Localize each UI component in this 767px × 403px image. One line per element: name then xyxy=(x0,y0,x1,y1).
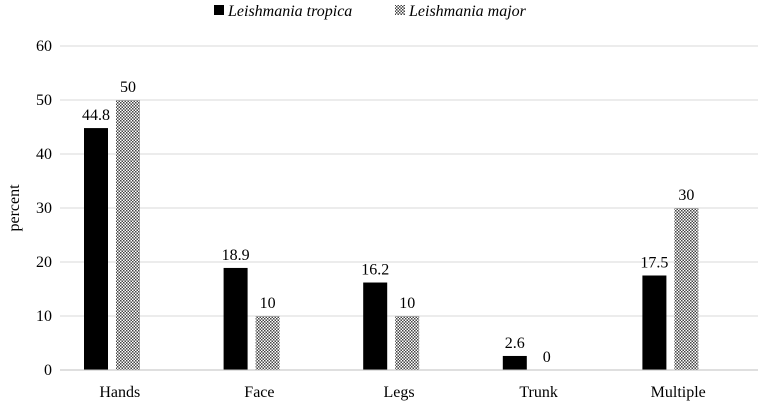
bar-tropica-trunk xyxy=(502,355,527,370)
bar-major-multiple xyxy=(674,208,699,370)
data-label: 16.2 xyxy=(361,262,389,279)
legend-label-major: Leishmania major xyxy=(408,3,527,20)
bar-tropica-hands xyxy=(84,128,108,370)
legend-label-tropica: Leishmania tropica xyxy=(227,3,352,20)
y-tick-label: 20 xyxy=(36,254,52,271)
y-tick-label: 50 xyxy=(36,92,52,109)
x-tick-label: Face xyxy=(244,384,274,401)
bars xyxy=(84,100,699,370)
legend-swatch-tropica xyxy=(214,5,224,15)
bar-tropica-face xyxy=(223,267,248,370)
y-tick-label: 30 xyxy=(36,200,52,217)
x-tick-label: Hands xyxy=(99,384,140,401)
x-tick-label: Legs xyxy=(383,384,414,401)
data-label: 10 xyxy=(260,295,276,312)
bar-major-legs xyxy=(395,316,420,370)
y-tick-label: 40 xyxy=(36,146,52,163)
y-tick-label: 10 xyxy=(36,308,52,325)
x-tick-label: Multiple xyxy=(651,384,706,401)
data-labels: 44.8 50 18.9 10 16.2 10 2.6 0 17.5 30 xyxy=(82,79,694,366)
data-label: 0 xyxy=(543,349,551,366)
y-tick-label: 60 xyxy=(36,38,52,55)
axes: 0 10 20 30 40 50 60 Hands Face Legs Trunk Multiple xyxy=(36,38,758,401)
data-label: 10 xyxy=(399,295,415,312)
bar-tropica-legs xyxy=(363,282,388,370)
y-tick-label: 0 xyxy=(44,362,52,379)
data-label: 17.5 xyxy=(640,255,668,272)
legend: Leishmania tropica Leishmania major xyxy=(214,3,527,20)
bar-major-face xyxy=(255,316,280,370)
x-tick-label: Trunk xyxy=(519,384,558,401)
data-label: 44.8 xyxy=(82,107,110,124)
bar-major-hands xyxy=(116,100,140,370)
gridlines xyxy=(60,45,758,317)
data-label: 18.9 xyxy=(222,247,250,264)
data-label: 2.6 xyxy=(505,335,525,352)
legend-swatch-major xyxy=(395,5,405,15)
data-label: 30 xyxy=(678,187,694,204)
bar-tropica-multiple xyxy=(642,275,667,370)
y-axis-title: percent xyxy=(6,184,23,232)
data-label: 50 xyxy=(120,79,136,96)
